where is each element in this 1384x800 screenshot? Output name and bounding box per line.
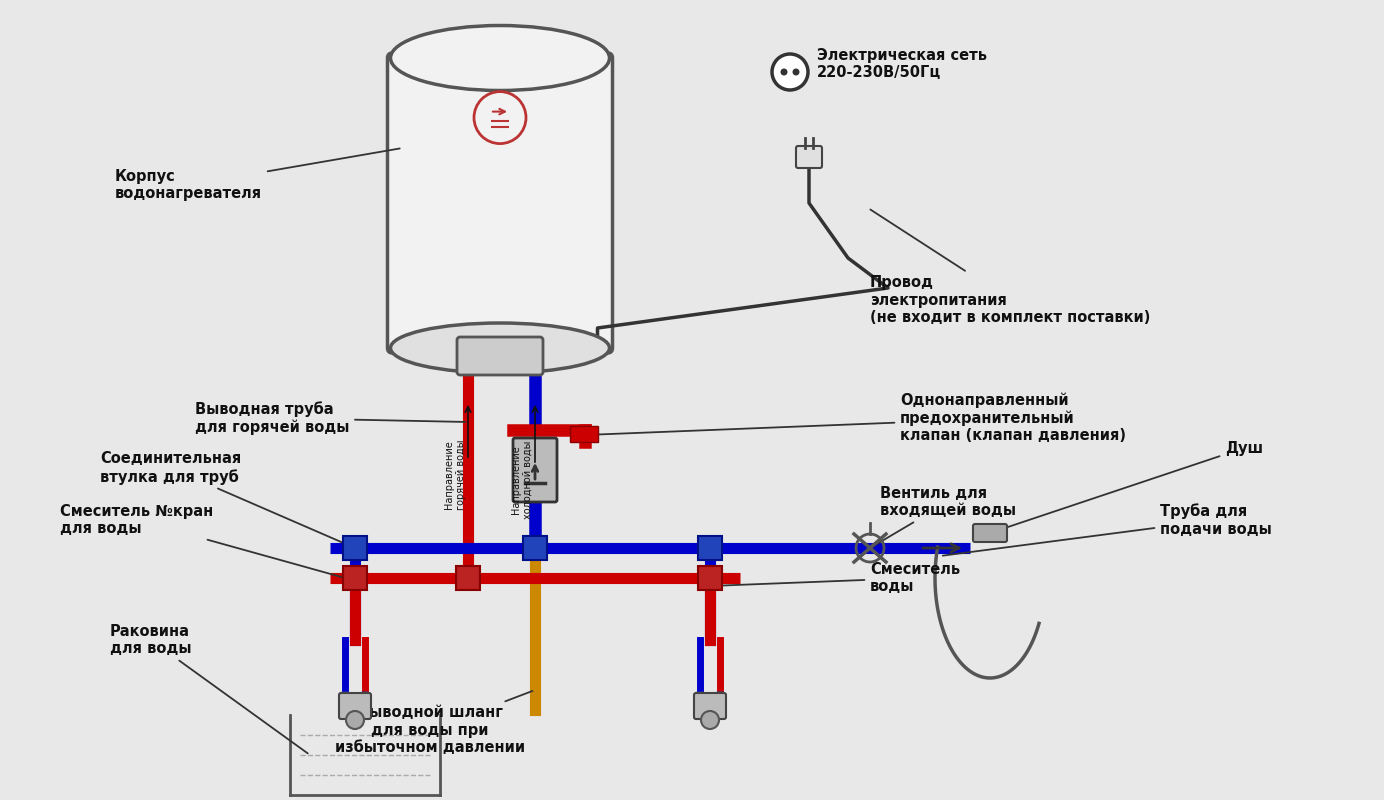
Text: Смеситель
воды: Смеситель воды [713,562,960,594]
Circle shape [781,69,787,75]
Bar [570,426,598,442]
Bar [698,536,722,560]
Text: Выводная труба
для горячей воды: Выводная труба для горячей воды [195,401,465,435]
Text: Труба для
подачи воды: Труба для подачи воды [943,503,1272,556]
Circle shape [793,69,800,75]
Circle shape [772,54,808,90]
Circle shape [702,711,720,729]
FancyBboxPatch shape [513,438,556,502]
Text: Смеситель №кран
для воды: Смеситель №кран для воды [60,504,342,578]
FancyBboxPatch shape [973,524,1008,542]
Text: Направление
холодной воды: Направление холодной воды [511,441,533,519]
FancyBboxPatch shape [796,146,822,168]
Circle shape [346,711,364,729]
Ellipse shape [390,323,609,373]
Text: Выводной шланг
для воды при
избыточном давлении: Выводной шланг для воды при избыточном д… [335,691,533,755]
FancyBboxPatch shape [339,693,371,719]
Bar [343,536,367,560]
Text: Направление
горячей воды: Направление горячей воды [444,440,466,510]
FancyBboxPatch shape [388,53,613,353]
Text: Душ: Душ [992,441,1264,532]
Text: Корпус
водонагревателя: Корпус водонагревателя [115,149,400,202]
Text: Вентиль для
входящей воды: Вентиль для входящей воды [872,486,1016,546]
Text: Раковина
для воды: Раковина для воды [109,624,307,754]
Ellipse shape [390,26,609,90]
Text: Однонаправленный
предохранительный
клапан (клапан давления): Однонаправленный предохранительный клапа… [588,393,1127,443]
Circle shape [473,92,526,144]
Bar [698,566,722,590]
Bar [523,536,547,560]
FancyBboxPatch shape [457,337,543,375]
Bar [343,566,367,590]
Bar [455,566,480,590]
FancyBboxPatch shape [693,693,727,719]
Text: Электрическая сеть
220-230В/50Гц: Электрическая сеть 220-230В/50Гц [817,48,987,80]
Text: Провод
электропитания
(не входит в комплект поставки): Провод электропитания (не входит в компл… [871,210,1150,325]
Text: Соединительная
втулка для труб: Соединительная втулка для труб [100,451,353,547]
